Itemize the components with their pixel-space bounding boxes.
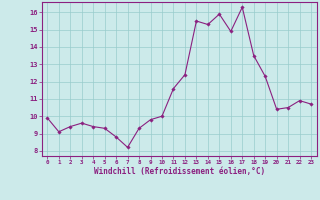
X-axis label: Windchill (Refroidissement éolien,°C): Windchill (Refroidissement éolien,°C) [94,167,265,176]
